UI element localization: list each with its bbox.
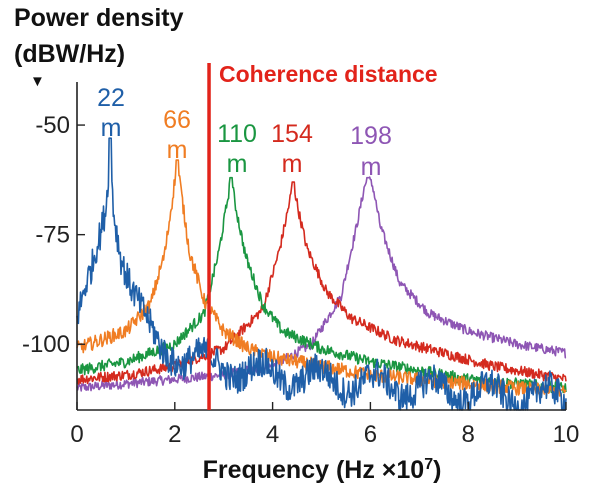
- x-tick-label: 0: [70, 421, 83, 448]
- y-tick-label: -50: [35, 112, 70, 139]
- series-label-value: 66: [163, 106, 191, 134]
- y-axis-title-line1: Power density: [14, 4, 184, 32]
- series-label-unit: m: [167, 136, 188, 164]
- x-tick-label: 4: [266, 421, 279, 448]
- series-label-value: 22: [97, 84, 125, 112]
- x-tick-label: 10: [553, 421, 580, 448]
- series-label-unit: m: [101, 114, 122, 142]
- y-tick-label: -75: [35, 222, 70, 249]
- tick-labels: 0 2 4 6 8 10 -50 -75 -100: [22, 112, 579, 448]
- coherence-distance-label: Coherence distance: [219, 61, 438, 87]
- series-line-154m: [76, 181, 567, 385]
- series-label-value: 110: [217, 120, 257, 148]
- series-label-unit: m: [282, 150, 303, 178]
- series-label-unit: m: [361, 153, 382, 181]
- x-tick-label: 8: [462, 421, 475, 448]
- axes: [76, 63, 567, 411]
- series-line-198m: [76, 176, 567, 392]
- x-tick-label: 6: [364, 421, 377, 448]
- y-axis-title-line2: (dBW/Hz): [14, 40, 126, 68]
- x-axis-title: Frequency (Hz ×107): [203, 456, 442, 484]
- series-line-22m: [76, 137, 567, 411]
- series-lines: [76, 137, 567, 411]
- y-tick-label: -100: [22, 331, 70, 358]
- x-tick-label: 2: [168, 421, 181, 448]
- series-label-unit: m: [227, 150, 248, 178]
- y-axis-marker-icon: ▼: [30, 73, 45, 90]
- series-label-value: 198: [350, 122, 392, 150]
- series-label-value: 154: [271, 120, 313, 148]
